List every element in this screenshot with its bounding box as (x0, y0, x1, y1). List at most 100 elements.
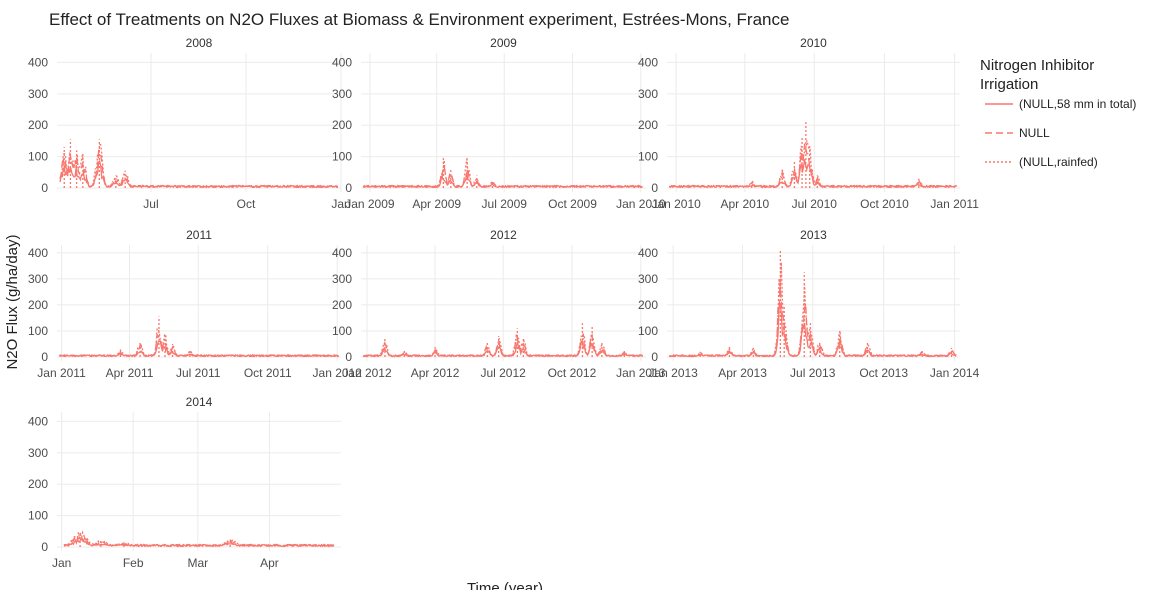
x-tick-label: Apr (260, 556, 279, 570)
x-tick-label: Jan 2011 (37, 366, 86, 380)
x-tick-label: Apr 2009 (412, 197, 461, 211)
x-tick-label: Oct 2013 (859, 366, 908, 380)
y-tick-label: 400 (638, 55, 658, 69)
series-line-dotted (63, 530, 335, 548)
series-line-dashed (63, 534, 335, 548)
series-line-dotted (363, 333, 643, 358)
y-tick-label: 100 (638, 150, 658, 164)
y-tick-label: 300 (28, 446, 48, 460)
y-tick-label: 200 (638, 298, 658, 312)
panel-strip-label: 2012 (490, 228, 517, 242)
y-tick-label: 400 (332, 55, 352, 69)
series-line-dotted (669, 262, 957, 358)
facet-panels: 0 100 200 300 400 2008 Jul Oct Jan 0 100 200 300 400 2… (28, 36, 980, 570)
x-tick-label: Mar (188, 556, 209, 570)
y-tick-label: 200 (332, 298, 352, 312)
y-tick-label: 0 (651, 350, 658, 364)
y-axis-title: N2O Flux (g/ha/day) (4, 234, 21, 369)
x-tick-label: Oct (237, 197, 256, 211)
x-tick-label: Jan 2013 (648, 366, 698, 380)
y-tick-label: 0 (41, 540, 48, 554)
x-tick-label: Jan 2009 (345, 197, 395, 211)
legend-label: (NULL,58 mm in total) (1019, 97, 1136, 111)
y-tick-label: 100 (28, 324, 48, 338)
facet-panel-2014: 0 100 200 300 400 2014 Jan Feb Mar Apr (28, 395, 341, 570)
panel-strip-label: 2009 (490, 36, 517, 50)
y-tick-label: 0 (345, 181, 352, 195)
y-tick-label: 200 (28, 477, 48, 491)
y-tick-label: 300 (332, 272, 352, 286)
x-tick-label: Jan 2010 (616, 197, 666, 211)
x-tick-label: Oct 2009 (548, 197, 597, 211)
series-line-dotted (59, 327, 339, 358)
x-tick-label: Oct 2010 (860, 197, 909, 211)
x-tick-label: Jul 2012 (480, 366, 526, 380)
series-line-dashed (362, 165, 644, 189)
x-tick-label: Jul 2013 (790, 366, 836, 380)
panel-strip-label: 2011 (186, 228, 212, 242)
facet-panel-2010: 0 100 200 300 400 2010 Jan 2010 Apr 2010 Jul 201… (638, 36, 979, 211)
x-tick-label: Jul 2011 (176, 366, 221, 380)
y-tick-label: 300 (638, 87, 658, 101)
series-line-solid (59, 340, 339, 358)
series-line-solid (669, 159, 957, 189)
x-tick-label: Jan 2014 (930, 366, 980, 380)
panel-strip-label: 2008 (186, 36, 213, 50)
legend: Nitrogen Inhibitor Irrigation (NULL,58 mm … (980, 57, 1136, 169)
x-tick-label: Apr 2012 (411, 366, 460, 380)
x-tick-label: Jul 2010 (792, 197, 838, 211)
facet-panel-2011: 0 100 200 300 400 2011 Jan 2011 Apr 2011 Jul 201… (28, 228, 362, 380)
y-tick-label: 200 (638, 118, 658, 132)
series-line-dashed (668, 143, 957, 189)
y-tick-label: 100 (332, 150, 352, 164)
y-tick-label: 400 (638, 246, 658, 260)
series-line-dashed (59, 334, 340, 358)
x-tick-label: Apr 2013 (718, 366, 767, 380)
panel-strip-label: 2014 (186, 395, 213, 409)
y-tick-label: 200 (28, 118, 48, 132)
panel-strip-label: 2010 (800, 36, 827, 50)
x-tick-label: Oct 2012 (548, 366, 597, 380)
y-tick-label: 400 (28, 55, 48, 69)
series-line-dotted (669, 140, 957, 189)
y-tick-label: 0 (345, 350, 352, 364)
y-tick-label: 0 (41, 350, 48, 364)
x-tick-label: Jan 2012 (342, 366, 392, 380)
y-tick-label: 100 (28, 150, 48, 164)
x-tick-label: Jul 2009 (482, 197, 528, 211)
x-tick-label: Jan (331, 197, 350, 211)
legend-title: Nitrogen Inhibitor (980, 57, 1094, 74)
y-tick-label: 400 (332, 246, 352, 260)
x-tick-label: Apr 2011 (106, 366, 154, 380)
legend-label: NULL (1019, 126, 1050, 140)
facet-panel-2008: 0 100 200 300 400 2008 Jul Oct Jan (28, 36, 351, 211)
y-tick-label: 300 (28, 87, 48, 101)
x-tick-label: Apr 2010 (720, 197, 769, 211)
x-axis-title: Time (year) (467, 580, 543, 590)
chart-title: Effect of Treatments on N2O Fluxes at Bi… (49, 10, 789, 29)
y-tick-label: 400 (28, 414, 48, 428)
y-tick-label: 200 (332, 118, 352, 132)
x-tick-label: Jan 2013 (616, 366, 666, 380)
facet-panel-2012: 0 100 200 300 400 2012 Jan 2012 Apr 2012 Jul 201… (332, 228, 666, 380)
facet-panel-2009: 0 100 200 300 400 2009 Jan 2009 Apr 2009 Jul 200… (332, 36, 666, 211)
y-tick-label: 400 (28, 246, 48, 260)
x-tick-label: Jan (52, 556, 71, 570)
y-tick-label: 0 (651, 181, 658, 195)
x-tick-label: Jan 2010 (651, 197, 701, 211)
facet-panel-2013: 0 100 200 300 400 2013 Jan 2013 Apr 2013 Jul 201… (638, 228, 980, 380)
y-tick-label: 300 (638, 272, 658, 286)
series-line-solid (59, 159, 339, 189)
y-tick-label: 100 (28, 509, 48, 523)
y-tick-label: 100 (638, 324, 658, 338)
legend-label: (NULL,rainfed) (1019, 155, 1098, 169)
y-tick-label: 100 (332, 324, 352, 338)
x-tick-label: Jan 2012 (313, 366, 363, 380)
y-tick-label: 300 (28, 272, 48, 286)
y-tick-label: 200 (28, 298, 48, 312)
y-tick-label: 300 (332, 87, 352, 101)
panel-strip-label: 2013 (800, 228, 827, 242)
x-tick-label: Feb (123, 556, 144, 570)
x-tick-label: Jan 2011 (930, 197, 979, 211)
